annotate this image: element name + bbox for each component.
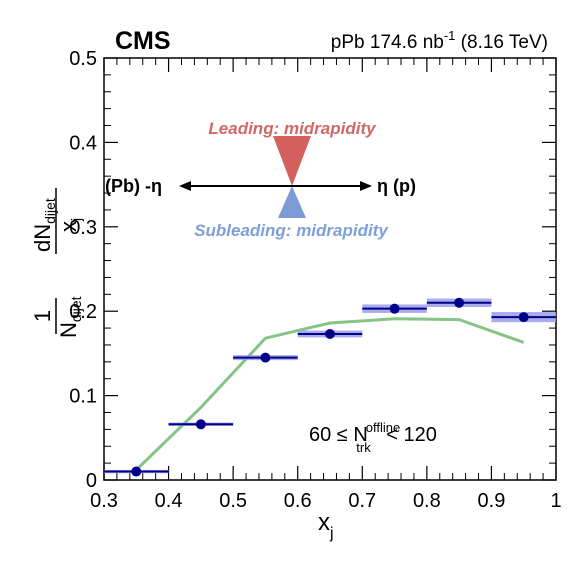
arrowhead-left-icon	[179, 181, 191, 191]
x-tick-label: 0.7	[348, 490, 376, 512]
data-point	[195, 419, 206, 430]
y-tick-label: 0.5	[69, 48, 97, 70]
experiment-label: CMS	[115, 27, 171, 55]
leading-label: Leading: midrapidity	[208, 119, 377, 138]
data-point	[454, 297, 465, 308]
y-tick-label: 0.3	[69, 217, 97, 239]
model-layer	[135, 317, 525, 471]
pb-eta-label: (Pb) -η	[105, 176, 162, 196]
arrowhead-right-icon	[360, 181, 372, 191]
data-point	[131, 466, 142, 477]
leading-cone-icon	[273, 136, 311, 186]
x-axis-title: xj	[318, 509, 334, 542]
x-tick-label: 0.3	[90, 490, 118, 512]
y-tick-label: 0	[86, 470, 97, 492]
x-tick-label: 0.9	[478, 490, 506, 512]
y-tick-label: 0.1	[69, 386, 97, 408]
x-tick-label: 1	[550, 490, 561, 512]
data-point	[260, 352, 271, 363]
x-tick-label: 0.6	[284, 490, 312, 512]
svg-text:Ndijet: Ndijet	[56, 296, 84, 338]
data-layer	[104, 297, 556, 477]
svg-text:1: 1	[30, 310, 55, 322]
data-point	[389, 303, 400, 314]
svg-text:dNdijet: dNdijet	[30, 198, 58, 252]
model-curve	[135, 317, 525, 471]
p-eta-label: η (p)	[377, 176, 416, 196]
x-tick-label: 0.4	[155, 490, 183, 512]
dataset-label: pPb 174.6 nb-1 (8.16 TeV)	[331, 28, 548, 53]
multiplicity-cut-label: 60 ≤ Noffline trk < 120	[309, 420, 437, 455]
svg-text:xj: xj	[56, 218, 84, 232]
subleading-cone-icon	[278, 186, 306, 218]
x-tick-label: 0.5	[219, 490, 247, 512]
plot-frame	[103, 57, 557, 481]
data-point	[518, 312, 529, 323]
y-tick-label: 0.4	[69, 132, 97, 154]
plot-frame-layer	[103, 57, 557, 481]
ticks-layer: 0.3 0.4 0.5 0.6 0.7 0.8 0.9 1 0 0.1 0.2 0.3 0.4 0.5	[69, 48, 561, 512]
y-axis-title: 1 Ndijet dNdijet xj	[30, 188, 84, 338]
data-point	[325, 328, 335, 339]
subleading-label: Subleading: midrapidity	[194, 221, 389, 240]
y-tick-label: 0.2	[69, 301, 97, 323]
x-tick-label: 0.8	[413, 490, 441, 512]
